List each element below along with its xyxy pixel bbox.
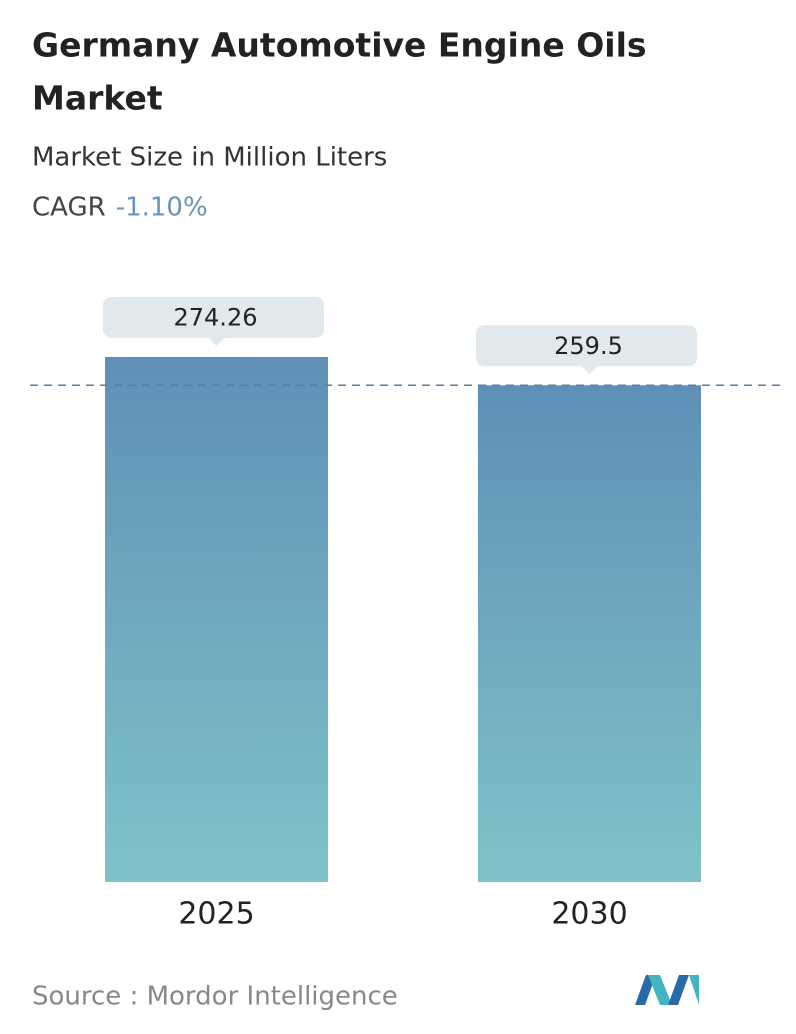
value-label-box (476, 325, 697, 367)
chart-title: Germany Automotive Engine Oils (32, 26, 647, 65)
chart-subtitle: Market Size in Million Liters (32, 143, 387, 173)
cagr-value: -1.10% (116, 193, 208, 223)
source: Source : Mordor Intelligence (32, 982, 398, 1012)
value-label-pointer (581, 366, 598, 375)
cagr-label: CAGR (32, 193, 106, 223)
bar (478, 385, 701, 882)
value-label: 259.5 (554, 332, 623, 360)
value-label-box (103, 297, 324, 338)
value-label-pointer (208, 338, 225, 346)
x-tick-label: 2025 (178, 897, 254, 932)
x-tick-label: 2030 (551, 897, 627, 932)
bar (105, 357, 328, 882)
value-label: 274.26 (174, 304, 258, 332)
chart-title: Market (32, 79, 163, 118)
logo (635, 975, 699, 1005)
